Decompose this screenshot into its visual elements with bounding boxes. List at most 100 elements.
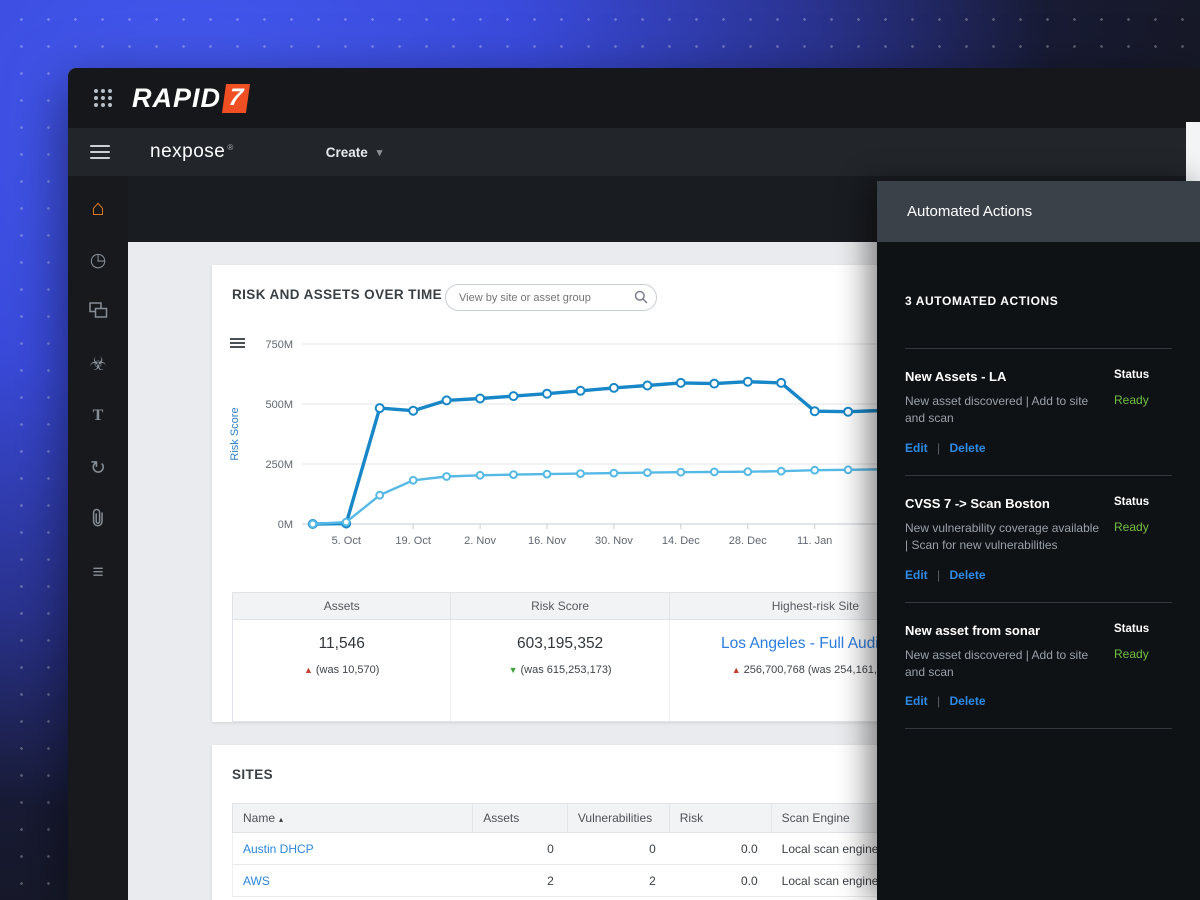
site-link[interactable]: Austin DHCP bbox=[243, 842, 314, 856]
status-label: Status bbox=[1114, 495, 1150, 508]
panel-body: 3 AUTOMATED ACTIONS New Assets - LA New … bbox=[877, 242, 1200, 900]
edit-link[interactable]: Edit bbox=[905, 694, 928, 709]
status-label: Status bbox=[1114, 622, 1150, 635]
sidebar-item-history[interactable]: ◷ bbox=[68, 234, 128, 286]
summary-value-row: 11,546 ▲ (was 10,570) 603,195,352 ▼ (was 6… bbox=[233, 620, 961, 721]
search-icon[interactable] bbox=[634, 290, 648, 304]
action-description: New asset discovered | Add to site and s… bbox=[905, 647, 1089, 679]
list-item: New Assets - LA New asset discovered | A… bbox=[905, 349, 1172, 455]
link-separator: | bbox=[937, 567, 941, 582]
svg-text:750M: 750M bbox=[265, 339, 293, 351]
risk-score-value: 603,195,352 bbox=[516, 635, 604, 652]
site-search bbox=[445, 284, 657, 311]
increase-icon: ▲ bbox=[731, 665, 741, 675]
svg-text:500M: 500M bbox=[265, 399, 293, 411]
home-icon: ⌂ bbox=[91, 195, 105, 220]
delete-link[interactable]: Delete bbox=[949, 567, 986, 582]
site-engine: Local scan engine bbox=[781, 842, 879, 856]
automated-actions-panel: Automated Actions 3 AUTOMATED ACTIONS Ne… bbox=[877, 181, 1200, 900]
panel-header: Automated Actions bbox=[877, 181, 1200, 242]
action-name: CVSS 7 -> Scan Boston bbox=[905, 495, 1050, 511]
biohazard-icon: ☣ bbox=[89, 353, 107, 375]
app-launcher-icon[interactable] bbox=[94, 89, 112, 107]
create-menu-button[interactable]: Create ▾ bbox=[325, 144, 383, 160]
sidebar: ⌂ ◷ ☣ T ↻ ≡ bbox=[68, 176, 128, 900]
svg-text:Risk Score: Risk Score bbox=[229, 407, 241, 460]
app-window: RAPID 7 nexpose ® Create ▾ ⌂ ◷ ☣ T bbox=[68, 68, 1200, 900]
status-label: Status bbox=[1114, 369, 1150, 381]
risk-score-delta: ▼ (was 615,253,173) bbox=[508, 664, 612, 676]
site-search-input[interactable] bbox=[445, 284, 657, 311]
svg-text:19. Oct: 19. Oct bbox=[395, 535, 430, 547]
summary-table: Assets Risk Score Highest-risk Site 11,5… bbox=[232, 592, 962, 722]
policies-icon: T bbox=[92, 407, 104, 424]
summary-col-assets: Assets bbox=[233, 593, 452, 619]
edit-link[interactable]: Edit bbox=[905, 440, 928, 455]
actions-count: 3 AUTOMATED ACTIONS bbox=[905, 294, 1059, 308]
sidebar-item-administration[interactable]: ≡ bbox=[68, 546, 128, 598]
sites-header-row: Name ▴ Assets Vulnerabilities Risk Scan E… bbox=[232, 803, 962, 833]
action-description: New vulnerability coverage available | S… bbox=[905, 520, 1100, 553]
panel-title: Automated Actions bbox=[907, 203, 1033, 220]
product-name: nexpose ® bbox=[150, 141, 234, 162]
sidebar-item-assets[interactable] bbox=[68, 286, 128, 338]
col-risk[interactable]: Risk bbox=[670, 804, 772, 832]
site-risk: 0.0 bbox=[740, 874, 758, 888]
svg-text:14. Dec: 14. Dec bbox=[662, 535, 700, 547]
increase-icon: ▲ bbox=[303, 665, 313, 675]
status-badge: Ready bbox=[1114, 646, 1149, 661]
status-badge: Ready bbox=[1114, 519, 1149, 534]
site-risk: 0.0 bbox=[740, 842, 758, 856]
sidebar-item-reports[interactable] bbox=[68, 494, 128, 546]
risk-card-title: RISK AND ASSETS OVER TIME bbox=[232, 287, 443, 302]
site-vulns: 0 bbox=[649, 842, 656, 856]
risk-assets-chart: 0M 250M 500M 750M 5. Oct 19. Oct 2. Nov 16. Nov… bbox=[229, 339, 924, 547]
trademark-icon: ® bbox=[227, 142, 234, 152]
decrease-icon: ▼ bbox=[508, 665, 518, 675]
svg-text:250M: 250M bbox=[265, 459, 293, 471]
table-row: AWS 2 2 0.0 Local scan engine bbox=[232, 865, 962, 897]
site-link[interactable]: AWS bbox=[243, 874, 270, 888]
sidebar-item-vulnerabilities[interactable]: ☣ bbox=[68, 338, 128, 390]
risk-assets-card: RISK AND ASSETS OVER TIME 0M 250M 500M 750M… bbox=[212, 265, 982, 722]
col-vulnerabilities[interactable]: Vulnerabilities bbox=[568, 804, 670, 832]
svg-text:16. Nov: 16. Nov bbox=[528, 535, 566, 547]
edit-link[interactable]: Edit bbox=[905, 567, 928, 582]
highest-risk-site-link[interactable]: Los Angeles - Full Audit - ... bbox=[721, 635, 910, 652]
page-edge bbox=[1186, 122, 1200, 181]
action-name: New Assets - LA bbox=[905, 369, 1007, 384]
link-separator: | bbox=[937, 440, 941, 455]
sync-icon: ↻ bbox=[90, 457, 106, 479]
sidebar-item-home[interactable]: ⌂ bbox=[68, 182, 128, 234]
assets-delta: ▲ (was 10,570) bbox=[303, 664, 380, 676]
top-bar: RAPID 7 bbox=[68, 68, 1200, 128]
assets-value: 11,546 bbox=[318, 635, 365, 652]
delete-link[interactable]: Delete bbox=[949, 694, 986, 709]
sites-card: SITES Name ▴ Assets Vulnerabilities Risk … bbox=[212, 745, 982, 900]
menu-icon[interactable] bbox=[90, 141, 110, 163]
delete-link[interactable]: Delete bbox=[949, 440, 986, 455]
svg-text:28. Dec: 28. Dec bbox=[729, 535, 767, 547]
chart-menu-icon[interactable] bbox=[230, 336, 245, 350]
svg-text:5. Oct: 5. Oct bbox=[332, 535, 361, 547]
list-item: New asset from sonar New asset discovere… bbox=[905, 603, 1172, 709]
summary-col-risk: Risk Score bbox=[451, 593, 670, 619]
col-name[interactable]: Name ▴ bbox=[233, 804, 474, 832]
site-vulns: 2 bbox=[649, 874, 656, 888]
sidebar-item-scans[interactable]: ↻ bbox=[68, 442, 128, 494]
chevron-down-icon: ▾ bbox=[376, 146, 383, 159]
svg-text:30. Nov: 30. Nov bbox=[595, 535, 633, 547]
col-scan-engine[interactable]: Scan Engine bbox=[781, 811, 850, 825]
divider bbox=[905, 474, 1172, 476]
assets-icon bbox=[88, 301, 108, 323]
summary-header-row: Assets Risk Score Highest-risk Site bbox=[233, 593, 961, 620]
sidebar-item-policies[interactable]: T bbox=[68, 390, 128, 442]
site-assets: 0 bbox=[547, 842, 554, 856]
col-assets[interactable]: Assets bbox=[473, 804, 568, 832]
table-row: Austin DHCP 0 0 0.0 Local scan engine bbox=[232, 833, 962, 865]
summary-col-site: Highest-risk Site bbox=[771, 599, 860, 613]
site-engine: Local scan engine bbox=[781, 874, 879, 888]
svg-text:2. Nov: 2. Nov bbox=[464, 535, 496, 547]
clock-icon: ◷ bbox=[89, 249, 107, 271]
svg-text:0M: 0M bbox=[278, 519, 293, 531]
